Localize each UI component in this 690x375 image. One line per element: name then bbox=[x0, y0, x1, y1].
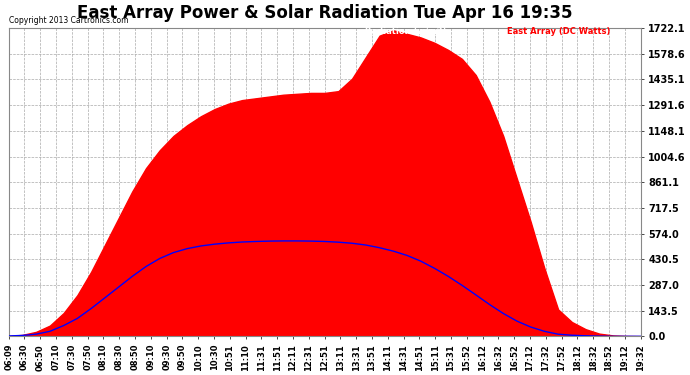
Title: East Array Power & Solar Radiation Tue Apr 16 19:35: East Array Power & Solar Radiation Tue A… bbox=[77, 4, 573, 22]
Text: Copyright 2013 Cartronics.com: Copyright 2013 Cartronics.com bbox=[9, 16, 128, 25]
